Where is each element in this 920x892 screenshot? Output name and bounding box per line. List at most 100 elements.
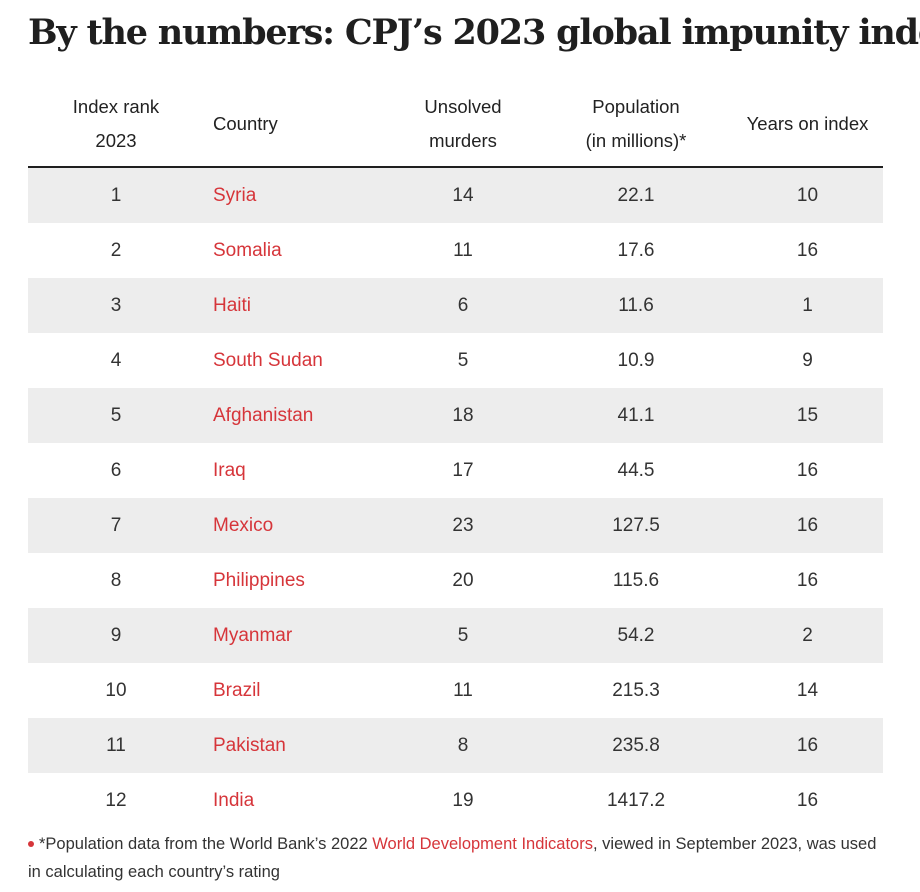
country-link[interactable]: Afghanistan [213, 404, 314, 426]
cell-years-on-index: 1 [802, 294, 813, 316]
cell-rank: 7 [110, 514, 122, 536]
cell-years-on-index: 16 [796, 734, 819, 756]
cell-country: Philippines [213, 553, 453, 608]
header-country-label: Country [213, 113, 278, 134]
cell-population: 44.5 [617, 459, 655, 481]
country-link[interactable]: Brazil [213, 679, 261, 701]
table-row: 7 Mexico 23 127.5 16 [28, 498, 883, 553]
cell-years-on-index: 16 [796, 459, 819, 481]
country-link[interactable]: Syria [213, 184, 257, 206]
table-row: 8 Philippines 20 115.6 16 [28, 553, 883, 608]
world-development-indicators-link[interactable]: World Development Indicators [372, 835, 593, 853]
cell-unsolved-murders: 18 [452, 404, 474, 426]
cell-population: 115.6 [612, 569, 660, 591]
cell-years-on-index: 9 [802, 349, 813, 371]
cell-unsolved-murders: 11 [453, 239, 473, 261]
cell-country: South Sudan [213, 333, 453, 388]
footnote-text-before: *Population data from the World Bank’s 2… [39, 835, 373, 853]
table-row: 5 Afghanistan 18 41.1 15 [28, 388, 883, 443]
cell-population: 41.1 [617, 404, 655, 426]
table-header: Index rank 2023 Country Unsolved murders… [28, 82, 883, 168]
cell-years-on-index: 16 [796, 239, 819, 261]
country-link[interactable]: Mexico [213, 514, 274, 536]
table-row: 4 South Sudan 5 10.9 9 [28, 333, 883, 388]
cell-population: 10.9 [617, 349, 655, 371]
cell-country: Myanmar [213, 608, 453, 663]
header-pop-line1: Population [592, 96, 680, 117]
cell-population: 22.1 [617, 184, 655, 206]
header-unsolved-murders: Unsolved murders [388, 82, 538, 166]
cell-country: Pakistan [213, 718, 453, 773]
table-body: 1 Syria 14 22.1 10 2 Somalia 11 17.6 16 3 Haiti 6 11.… [28, 168, 883, 828]
country-link[interactable]: South Sudan [213, 349, 323, 371]
page-title: By the numbers: CPJ’s 2023 global impuni… [28, 12, 920, 53]
cell-years-on-index: 15 [796, 404, 819, 426]
cell-population: 17.6 [617, 239, 655, 261]
header-population: Population (in millions)* [548, 82, 724, 166]
cell-years-on-index: 16 [796, 789, 819, 811]
cell-rank: 6 [110, 459, 122, 481]
cell-rank: 10 [105, 679, 127, 701]
cell-unsolved-murders: 14 [452, 184, 474, 206]
impunity-index-table: Index rank 2023 Country Unsolved murders… [28, 82, 883, 828]
cell-rank: 2 [110, 239, 122, 261]
cell-country: Afghanistan [213, 388, 453, 443]
table-row: 6 Iraq 17 44.5 16 [28, 443, 883, 498]
cell-unsolved-murders: 19 [452, 789, 474, 811]
cell-unsolved-murders: 17 [452, 459, 474, 481]
country-link[interactable]: Haiti [213, 294, 252, 316]
cell-unsolved-murders: 5 [457, 349, 469, 371]
table-row: 11 Pakistan 8 235.8 16 [28, 718, 883, 773]
footnote: *Population data from the World Bank’s 2… [28, 830, 888, 886]
cell-country: Syria [213, 168, 453, 223]
cell-country: Iraq [213, 443, 453, 498]
cell-rank: 11 [106, 734, 126, 756]
country-link[interactable]: India [213, 789, 255, 811]
header-rank-line1: Index rank [72, 96, 160, 117]
country-link[interactable]: Pakistan [213, 734, 286, 756]
cell-country: Mexico [213, 498, 453, 553]
cell-unsolved-murders: 11 [453, 679, 473, 701]
cell-population: 127.5 [612, 514, 660, 536]
country-link[interactable]: Myanmar [213, 624, 293, 646]
header-pop-line2: (in millions)* [585, 130, 687, 151]
cell-years-on-index: 16 [796, 569, 819, 591]
cell-population: 11.6 [618, 294, 654, 316]
cell-population: 54.2 [617, 624, 655, 646]
cell-population: 1417.2 [606, 789, 666, 811]
header-murders-line2: murders [429, 130, 497, 151]
cell-rank: 8 [110, 569, 122, 591]
header-rank-line2: 2023 [95, 130, 137, 151]
cell-years-on-index: 10 [796, 184, 819, 206]
table-row: 12 India 19 1417.2 16 [28, 773, 883, 828]
header-years-label: Years on index [746, 113, 869, 134]
cell-unsolved-murders: 23 [452, 514, 474, 536]
cell-unsolved-murders: 20 [452, 569, 474, 591]
country-link[interactable]: Somalia [213, 239, 282, 261]
table-row: 3 Haiti 6 11.6 1 [28, 278, 883, 333]
cell-unsolved-murders: 6 [457, 294, 469, 316]
header-years-on-index: Years on index [732, 82, 883, 166]
cell-country: Brazil [213, 663, 453, 718]
cell-unsolved-murders: 8 [457, 734, 469, 756]
header-murders-line1: Unsolved [424, 96, 502, 117]
cell-rank: 9 [110, 624, 122, 646]
cell-country: Haiti [213, 278, 453, 333]
cell-years-on-index: 16 [796, 514, 819, 536]
cell-rank: 3 [110, 294, 122, 316]
country-link[interactable]: Iraq [213, 459, 246, 481]
bullet-dot-icon [28, 840, 34, 847]
header-country: Country [213, 82, 453, 166]
cell-population: 235.8 [612, 734, 660, 756]
cell-country: Somalia [213, 223, 453, 278]
cell-rank: 5 [110, 404, 122, 426]
cell-years-on-index: 14 [796, 679, 819, 701]
cell-rank: 12 [105, 789, 127, 811]
country-link[interactable]: Philippines [213, 569, 305, 591]
table-row: 9 Myanmar 5 54.2 2 [28, 608, 883, 663]
cell-country: India [213, 773, 453, 828]
table-row: 10 Brazil 11 215.3 14 [28, 663, 883, 718]
header-index-rank: Index rank 2023 [28, 82, 204, 166]
cell-rank: 4 [110, 349, 122, 371]
cell-years-on-index: 2 [802, 624, 813, 646]
